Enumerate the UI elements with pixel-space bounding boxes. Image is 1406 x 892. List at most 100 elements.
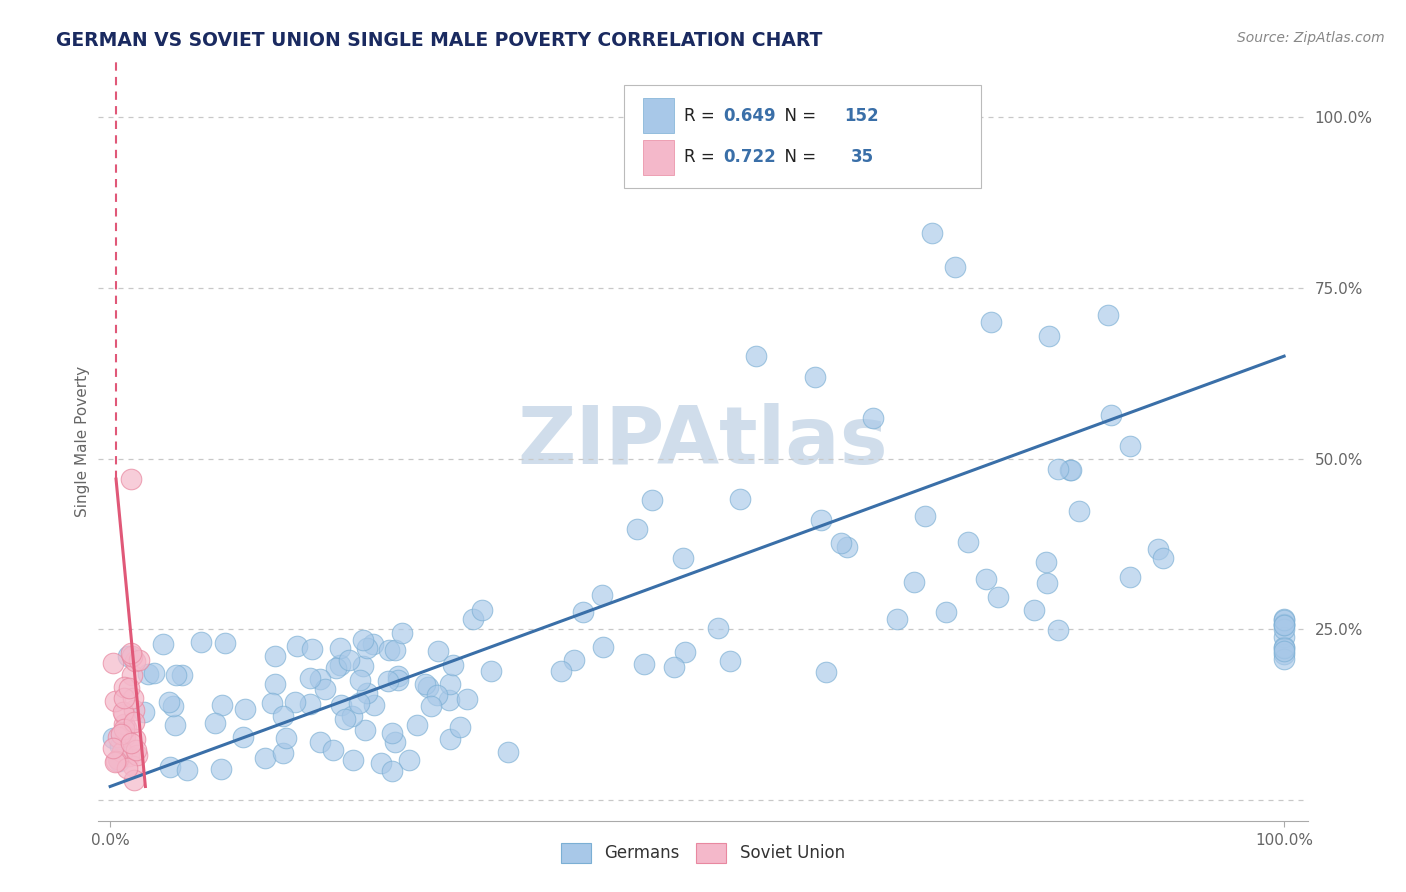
FancyBboxPatch shape xyxy=(643,98,673,133)
Point xyxy=(309,672,332,686)
Point xyxy=(1272,630,1295,644)
Point xyxy=(707,621,730,635)
Point xyxy=(107,752,129,766)
Point xyxy=(886,612,908,626)
Point xyxy=(233,702,256,716)
Point xyxy=(1272,618,1295,632)
Point xyxy=(672,551,695,566)
Point xyxy=(122,715,145,730)
Point xyxy=(342,709,364,723)
Point xyxy=(745,349,768,363)
Point xyxy=(420,699,443,714)
Point xyxy=(572,605,595,619)
Point xyxy=(830,536,852,550)
Point xyxy=(112,707,135,722)
Point xyxy=(439,732,461,747)
Point xyxy=(124,732,146,747)
Point xyxy=(263,649,285,664)
Point xyxy=(1047,462,1070,476)
Point xyxy=(363,698,385,713)
Point xyxy=(209,762,232,776)
Point xyxy=(1272,640,1295,655)
Point xyxy=(980,315,1002,329)
Point xyxy=(299,697,322,711)
Point xyxy=(285,640,308,654)
Point xyxy=(110,727,132,741)
Point xyxy=(957,535,980,549)
Point xyxy=(276,731,298,746)
Point xyxy=(356,641,378,656)
Point xyxy=(377,643,399,657)
Point xyxy=(1038,328,1060,343)
Point xyxy=(381,725,404,739)
Point xyxy=(330,698,353,712)
Point xyxy=(176,763,198,777)
Point xyxy=(314,681,336,696)
Point xyxy=(1272,613,1295,627)
Point xyxy=(284,695,307,709)
Point xyxy=(118,748,141,763)
Text: GERMAN VS SOVIET UNION SINGLE MALE POVERTY CORRELATION CHART: GERMAN VS SOVIET UNION SINGLE MALE POVER… xyxy=(56,31,823,50)
Point xyxy=(945,260,967,275)
Point xyxy=(591,587,613,601)
Point xyxy=(354,723,377,737)
Point xyxy=(356,686,378,700)
Point xyxy=(641,492,664,507)
Point xyxy=(264,677,287,691)
Text: R =: R = xyxy=(683,148,720,166)
Point xyxy=(1035,555,1057,569)
Point xyxy=(329,640,352,655)
Point xyxy=(325,661,347,675)
Point xyxy=(496,745,519,759)
Point xyxy=(120,472,142,486)
Point xyxy=(122,703,145,717)
Point xyxy=(342,753,364,767)
Point xyxy=(143,666,166,681)
Point xyxy=(121,667,143,681)
Point xyxy=(426,644,449,658)
Point xyxy=(592,640,614,655)
Point xyxy=(112,680,135,694)
Point xyxy=(352,659,374,673)
Point xyxy=(111,705,134,719)
Point xyxy=(1097,308,1119,322)
Point xyxy=(115,721,138,735)
Point xyxy=(728,491,751,506)
Point xyxy=(121,690,143,705)
Point xyxy=(406,717,429,731)
Point xyxy=(271,709,294,723)
FancyBboxPatch shape xyxy=(643,140,673,175)
Point xyxy=(162,698,184,713)
Point xyxy=(437,693,460,707)
Point xyxy=(471,603,494,617)
Point xyxy=(301,641,323,656)
Point xyxy=(1272,612,1295,626)
Point xyxy=(108,739,131,753)
Point xyxy=(1036,576,1059,591)
Point xyxy=(101,731,124,746)
Point xyxy=(1272,644,1295,658)
Point xyxy=(190,634,212,648)
Point xyxy=(387,668,409,682)
Point xyxy=(479,664,502,678)
Point xyxy=(664,660,686,674)
Legend: Germans, Soviet Union: Germans, Soviet Union xyxy=(554,837,852,869)
Y-axis label: Single Male Poverty: Single Male Poverty xyxy=(75,366,90,517)
Point xyxy=(112,722,135,736)
Point xyxy=(163,718,186,732)
Point xyxy=(633,657,655,672)
Point xyxy=(921,226,943,240)
Text: 0.649: 0.649 xyxy=(724,106,776,125)
Point xyxy=(124,654,146,668)
Point xyxy=(101,657,124,671)
Point xyxy=(299,671,322,685)
Point xyxy=(112,690,135,705)
Point xyxy=(914,509,936,524)
Point xyxy=(1272,647,1295,661)
Point xyxy=(115,761,138,775)
Point xyxy=(384,643,406,657)
Point xyxy=(974,572,997,586)
Point xyxy=(391,626,413,640)
Point xyxy=(449,720,471,734)
Point xyxy=(103,694,125,708)
